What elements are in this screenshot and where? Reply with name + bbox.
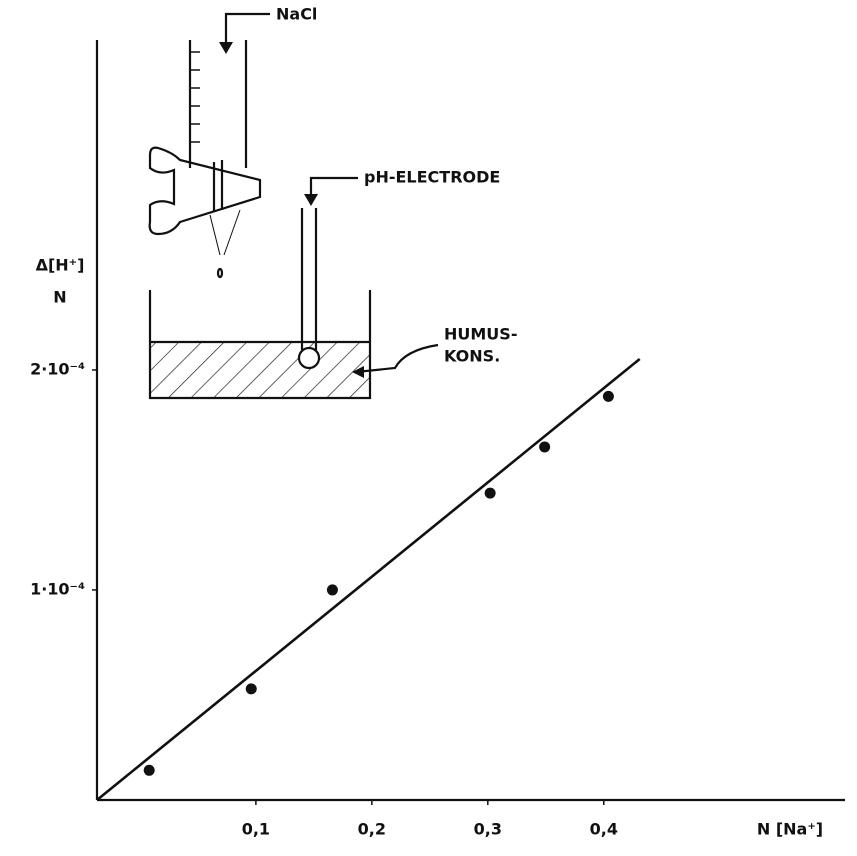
data-point: [539, 441, 551, 453]
x-tick-label: 0,4: [590, 820, 618, 839]
data-point: [245, 683, 257, 695]
data-point: [143, 764, 155, 776]
y-tick-label: 2·10⁻⁴: [30, 359, 85, 378]
y-axis-label: Δ[H⁺]: [36, 256, 85, 275]
data-point: [326, 584, 338, 596]
x-tick-label: 0,1: [242, 820, 270, 839]
x-tick-label: 0,2: [358, 820, 386, 839]
x-axis-label: N [Na⁺]: [757, 820, 823, 839]
annotation: NaCl: [276, 5, 317, 24]
y-tick-label: 1·10⁻⁴: [30, 579, 85, 598]
x-tick-label: 0,3: [474, 820, 502, 839]
annotation: KONS.: [444, 347, 500, 366]
annotation: HUMUS-: [444, 325, 517, 344]
apparatus-diagram: [148, 12, 439, 400]
annotation: pH-ELECTRODE: [364, 168, 500, 187]
fit-line: [96, 357, 641, 802]
y-axis-label: N: [53, 288, 66, 307]
data-point: [484, 487, 496, 499]
data-point: [602, 390, 614, 402]
